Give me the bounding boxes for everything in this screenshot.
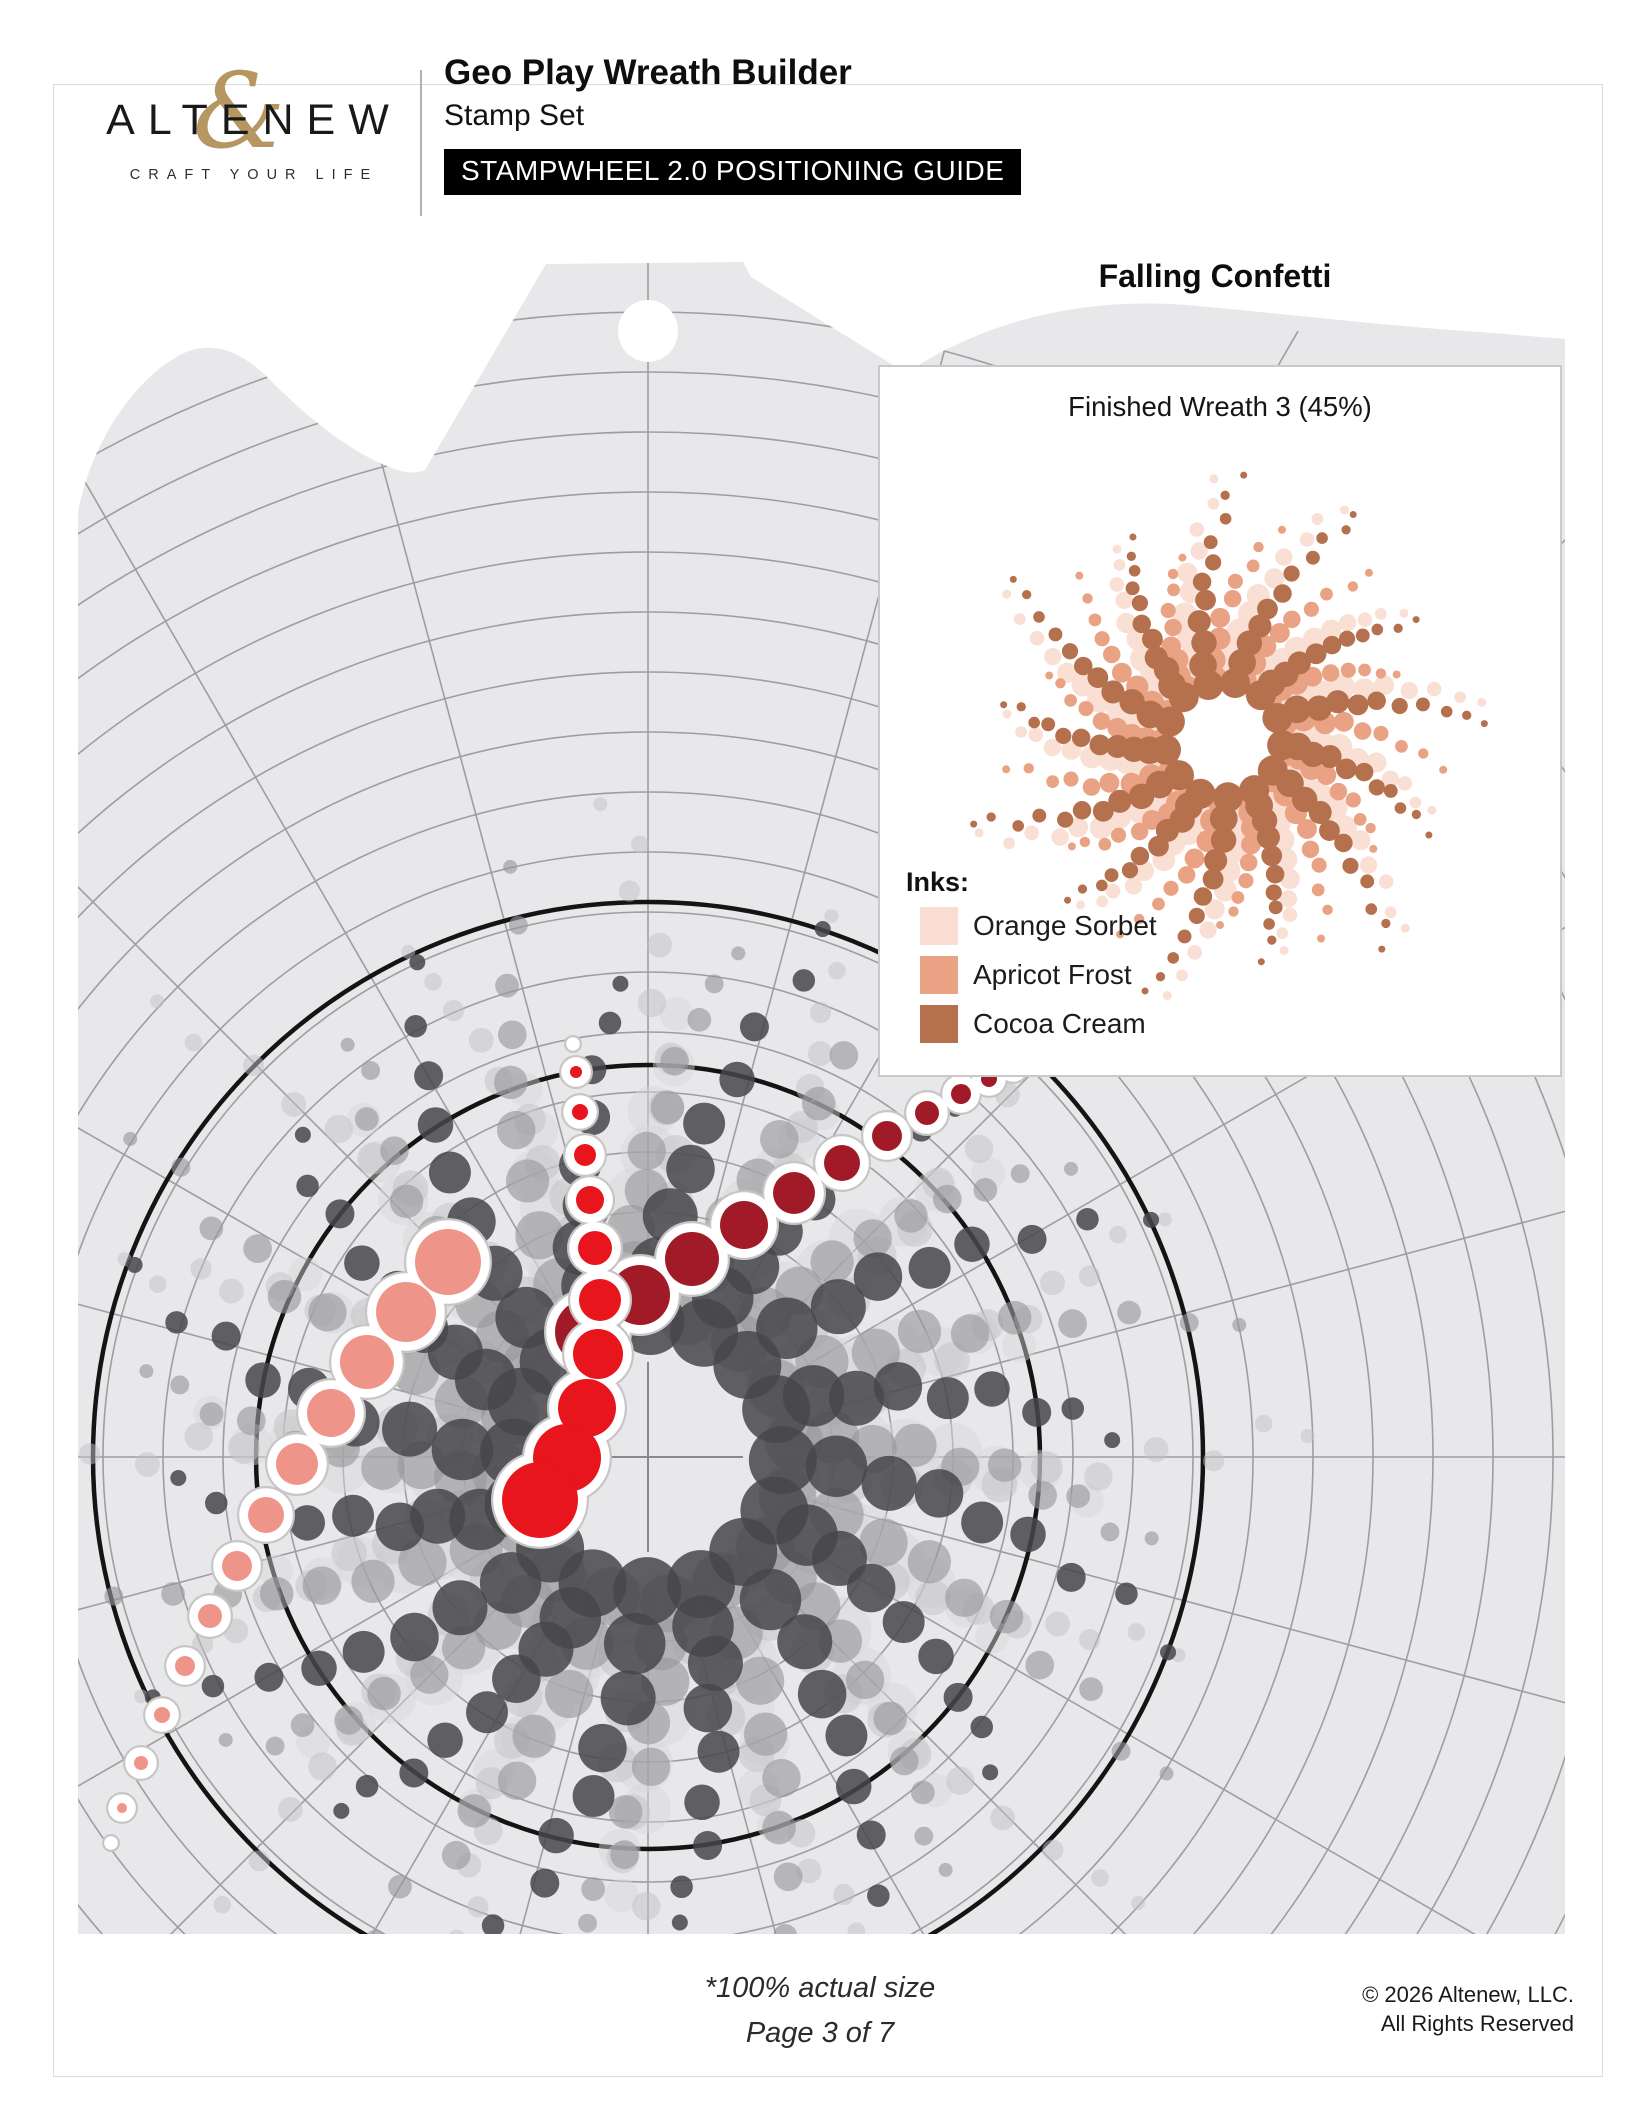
title-block: Geo Play Wreath Builder Stamp Set STAMPW… [444, 52, 1022, 195]
finished-wreath-canvas [970, 471, 1488, 1000]
wordmark-letters: ALTENEW [106, 96, 402, 144]
apricot-frost-swatch [920, 956, 958, 994]
page-number: Page 3 of 7 [745, 2017, 895, 2049]
ink-name: Orange Sorbet [973, 910, 1157, 941]
header: & ALTENEW CRAFT YOUR LIFE Geo Play Wreat… [0, 0, 1640, 230]
design-title: Falling Confetti [1098, 258, 1332, 294]
cocoa-cream-swatch [920, 1005, 958, 1043]
brand-tagline: CRAFT YOUR LIFE [129, 167, 379, 183]
copyright-line1: © 2026 Altenew, LLC. [1362, 1982, 1574, 2007]
actual-size-note: *100% actual size [704, 1972, 936, 2004]
finished-wreath-inset: Finished Wreath 3 (45%) Inks: Orange Sor… [878, 365, 1562, 1077]
ink-name: Cocoa Cream [973, 1008, 1146, 1039]
inset-title: Finished Wreath 3 (45%) [1068, 391, 1372, 422]
header-divider [420, 70, 422, 216]
document-title: Geo Play Wreath Builder [444, 53, 852, 92]
document-subtitle: Stamp Set [444, 99, 585, 132]
stampwheel-banner: STAMPWHEEL 2.0 POSITIONING GUIDE [444, 149, 1022, 195]
legend-row: Cocoa Cream [920, 1005, 1157, 1043]
altenew-wordmark: & ALTENEW [106, 50, 402, 172]
altenew-logo: & ALTENEW CRAFT YOUR LIFE [88, 50, 420, 183]
orange-sorbet-swatch [920, 907, 958, 945]
footer-note: *100% actual size Page 3 of 7 [0, 1966, 1640, 2056]
legend-row: Orange Sorbet [920, 907, 1157, 945]
inks-legend: Inks: Orange Sorbet Apricot Frost Cocoa … [906, 867, 1157, 1054]
ink-name: Apricot Frost [973, 959, 1132, 990]
inks-heading: Inks: [906, 867, 970, 897]
legend-row: Apricot Frost [920, 956, 1157, 994]
copyright: © 2026 Altenew, LLC. All Rights Reserved [1362, 1980, 1574, 2038]
copyright-line2: All Rights Reserved [1380, 2011, 1574, 2036]
